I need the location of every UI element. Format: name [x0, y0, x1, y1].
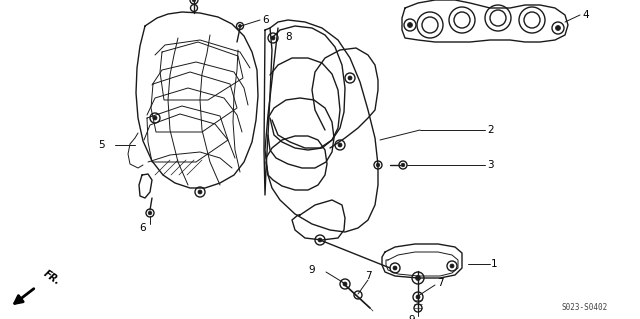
Text: 2: 2: [487, 125, 493, 135]
Circle shape: [401, 163, 405, 167]
Circle shape: [408, 23, 413, 27]
Text: S023-S0402: S023-S0402: [562, 303, 608, 313]
Text: 9: 9: [308, 265, 315, 275]
Text: 1: 1: [491, 259, 498, 269]
Text: 7: 7: [365, 271, 372, 281]
Circle shape: [376, 163, 380, 167]
Text: 6: 6: [262, 15, 269, 25]
Circle shape: [198, 190, 202, 194]
Circle shape: [153, 116, 157, 120]
Text: 3: 3: [487, 160, 493, 170]
Circle shape: [416, 295, 420, 299]
Text: 4: 4: [582, 10, 589, 20]
Circle shape: [192, 0, 196, 2]
Text: FR.: FR.: [42, 269, 63, 287]
Circle shape: [148, 211, 152, 215]
Circle shape: [239, 25, 241, 27]
Text: 8: 8: [285, 32, 292, 42]
Circle shape: [393, 266, 397, 270]
Circle shape: [338, 143, 342, 147]
Circle shape: [450, 264, 454, 268]
Circle shape: [343, 282, 347, 286]
Circle shape: [271, 36, 275, 40]
Circle shape: [318, 238, 322, 242]
Circle shape: [415, 276, 420, 280]
Circle shape: [348, 76, 352, 80]
Text: 6: 6: [140, 223, 147, 233]
Text: 9: 9: [409, 315, 415, 319]
Circle shape: [556, 26, 561, 31]
Text: 7: 7: [437, 278, 444, 288]
Text: 5: 5: [99, 140, 105, 150]
